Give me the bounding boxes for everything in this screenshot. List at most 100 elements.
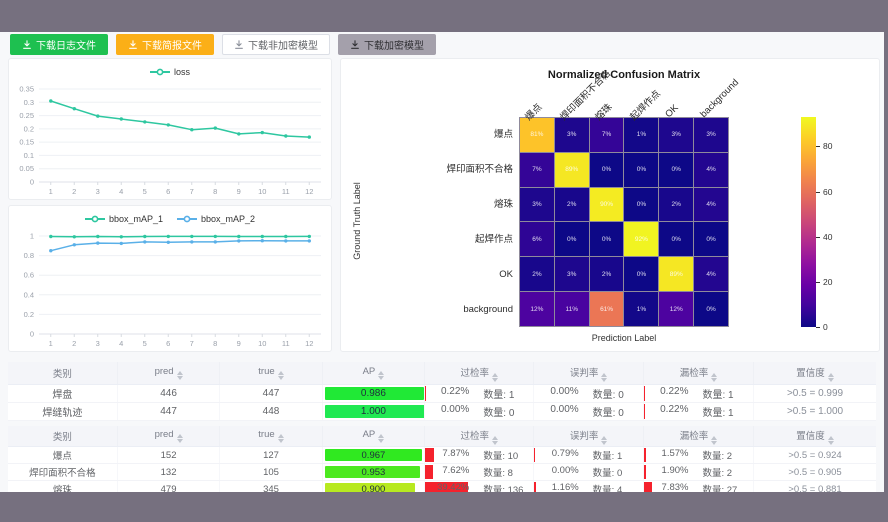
download-button-3[interactable]: 下载非加密模型	[222, 34, 330, 55]
matrix-cell: 90%	[589, 187, 624, 222]
sort-icon[interactable]	[378, 371, 385, 380]
matrix-cell: 3%	[520, 187, 554, 222]
map-chart-card: bbox_mAP_1 bbox_mAP_2 0 0.2 0.4 0.6 0.8 1 1 2 3 4 5…	[8, 205, 332, 352]
button-label: 下载非加密模型	[248, 41, 318, 52]
cell-miss-rate: 1.57% 数量: 2	[643, 446, 755, 464]
column-header-漏检率[interactable]: 漏检率	[643, 362, 755, 385]
ap-bar	[324, 483, 415, 492]
column-header-误判率[interactable]: 误判率	[533, 426, 644, 447]
svg-text:0.2: 0.2	[24, 310, 34, 319]
svg-text:1: 1	[30, 232, 34, 241]
rate-bar	[534, 482, 536, 492]
column-header-过检率[interactable]: 过检率	[424, 362, 535, 385]
column-header-类别: 类别	[8, 362, 118, 385]
cell-miss-rate: 0.22% 数量: 1	[643, 384, 755, 403]
svg-text:7: 7	[190, 187, 194, 196]
metrics-table-2: 类别 pred true AP 过检率 误判率 漏检率 置信度 爆点 152 127 0.967 7.8…	[8, 426, 876, 492]
matrix-cell: 2%	[589, 257, 624, 292]
cell-pred-count: 132	[117, 463, 221, 481]
svg-text:6: 6	[166, 339, 170, 348]
rate-bar	[643, 482, 653, 492]
sort-icon[interactable]	[176, 434, 183, 443]
column-header-过检率[interactable]: 过检率	[424, 426, 535, 447]
matrix-cell: 0%	[554, 222, 589, 257]
matrix-cell: 0%	[624, 257, 659, 292]
confusion-matrix-heatmap: 81% 3% 7% 1% 3% 3% 7% 89% 0% 0% 0% 4% 3% 2% 90% 0% 2% 4% 6…	[519, 117, 729, 327]
svg-text:10: 10	[258, 339, 266, 348]
legend-marker-icon	[84, 215, 105, 223]
column-header-pred[interactable]: pred	[117, 426, 221, 447]
sort-icon[interactable]	[711, 372, 718, 382]
table-row: 焊盘 446 447 0.986 0.22% 数量: 1 0.00% 数量: 0 0.22% 数量…	[8, 384, 876, 403]
sort-icon[interactable]	[176, 371, 183, 380]
svg-text:0.05: 0.05	[19, 164, 34, 173]
cell-miss-rate: 1.90% 数量: 2	[643, 463, 755, 481]
sort-icon[interactable]	[601, 372, 608, 382]
sort-icon[interactable]	[601, 435, 608, 445]
matrix-row-label: 焊印面积不合格	[446, 164, 513, 175]
cell-class-name: 焊印面积不合格	[8, 463, 118, 481]
download-icon	[23, 39, 31, 49]
svg-text:10: 10	[258, 187, 266, 196]
loss-line-chart: 00.050.10.150.20.250.30.351 2 3 4 5 6 7 8 9 10 11 1…	[19, 85, 321, 196]
svg-text:9: 9	[237, 339, 241, 348]
svg-text:0.15: 0.15	[19, 138, 34, 147]
sort-icon[interactable]	[492, 435, 499, 445]
matrix-cell: 0%	[659, 222, 694, 257]
column-header-AP[interactable]: AP	[322, 426, 426, 447]
matrix-cell: 4%	[694, 187, 728, 222]
legend-item-bbox_mAP_2[interactable]: bbox_mAP_2	[177, 214, 255, 224]
matrix-cell: 1%	[624, 118, 659, 152]
column-header-AP[interactable]: AP	[322, 362, 426, 385]
column-header-置信度[interactable]: 置信度	[753, 426, 876, 447]
matrix-row-label: background	[463, 304, 513, 315]
cell-pred-count: 447	[117, 402, 221, 421]
svg-text:4: 4	[119, 187, 123, 196]
matrix-cell: 0%	[659, 152, 694, 187]
cell-ap: 0.900	[322, 480, 426, 492]
svg-text:0.6: 0.6	[24, 271, 34, 280]
colorbar-tick-label: 0	[823, 322, 828, 332]
cell-miss-rate: 7.83% 数量: 27	[643, 480, 755, 492]
download-button-1[interactable]: 下载日志文件	[10, 34, 108, 55]
metrics-table-1: 类别 pred true AP 过检率 误判率 漏检率 置信度 焊盘 446 447 0.986 0.2…	[8, 362, 876, 421]
table-row: 熔珠 479 345 0.900 39.42% 数量: 136 1.16% 数量: 4 7.83…	[8, 480, 876, 492]
svg-text:7: 7	[190, 339, 194, 348]
column-header-true[interactable]: true	[219, 362, 323, 385]
sort-icon[interactable]	[827, 435, 834, 445]
legend-item-bbox_mAP_1[interactable]: bbox_mAP_1	[84, 214, 163, 224]
cell-pred-count: 152	[117, 446, 221, 464]
cell-over-detection-rate: 7.87% 数量: 10	[424, 446, 535, 464]
sort-icon[interactable]	[277, 434, 284, 443]
cell-misjudge-rate: 1.16% 数量: 4	[533, 480, 644, 492]
cell-over-detection-rate: 0.22% 数量: 1	[424, 384, 535, 403]
download-button-4[interactable]: 下载加密模型	[338, 34, 436, 55]
legend-marker-icon	[149, 68, 170, 76]
cell-over-detection-rate: 0.00% 数量: 0	[424, 402, 535, 421]
table-row: 爆点 152 127 0.967 7.87% 数量: 10 0.79% 数量: 1 1.57% 数…	[8, 446, 876, 464]
column-header-true[interactable]: true	[219, 426, 323, 447]
sort-icon[interactable]	[492, 372, 499, 382]
rate-bar	[425, 465, 434, 479]
download-button-2[interactable]: 下载简报文件	[116, 34, 214, 55]
matrix-cell: 1%	[624, 292, 659, 326]
button-label: 下载日志文件	[36, 41, 96, 52]
cell-misjudge-rate: 0.00% 数量: 0	[533, 402, 644, 421]
column-header-置信度[interactable]: 置信度	[753, 362, 876, 385]
cell-confidence: >0.5 = 0.905	[753, 463, 876, 481]
sort-icon[interactable]	[277, 371, 284, 380]
svg-text:8: 8	[213, 339, 217, 348]
column-header-漏检率[interactable]: 漏检率	[643, 426, 755, 447]
column-header-误判率[interactable]: 误判率	[533, 362, 644, 385]
confusion-matrix-title: Normalized Confusion Matrix	[547, 69, 701, 81]
rate-bar	[643, 404, 645, 419]
legend-item-loss[interactable]: loss	[149, 67, 190, 77]
cell-ap: 0.953	[322, 463, 426, 481]
sort-icon[interactable]	[378, 434, 385, 443]
cell-ap: 1.000	[322, 402, 426, 421]
sort-icon[interactable]	[827, 372, 834, 382]
sort-icon[interactable]	[711, 435, 718, 445]
svg-text:0.2: 0.2	[24, 124, 34, 133]
column-header-pred[interactable]: pred	[117, 362, 221, 385]
svg-text:2: 2	[72, 187, 76, 196]
